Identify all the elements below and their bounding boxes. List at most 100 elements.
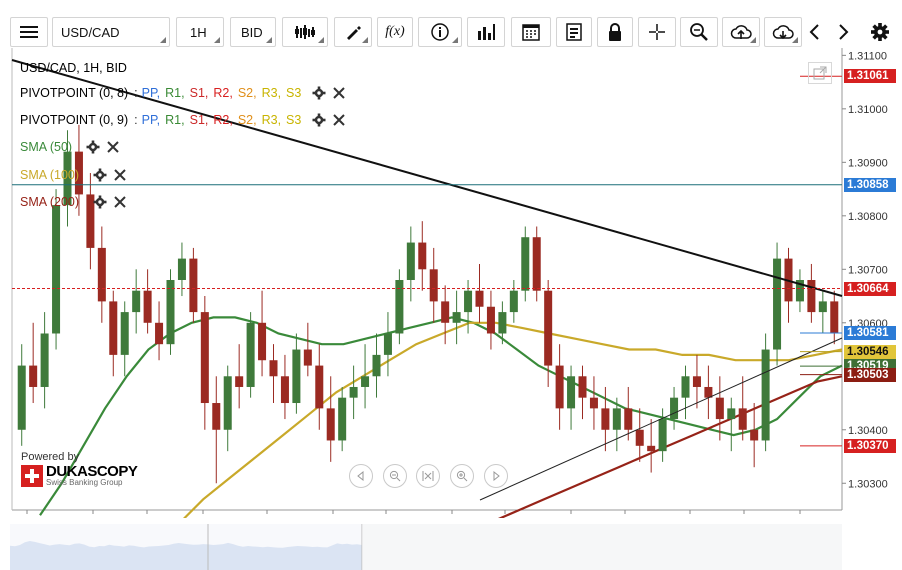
gear-icon[interactable]	[93, 168, 107, 182]
draw-button[interactable]	[334, 17, 372, 47]
settings-button[interactable]	[866, 17, 894, 47]
close-icon[interactable]	[332, 113, 346, 127]
calendar-button[interactable]	[511, 17, 551, 47]
price-chart[interactable]: 1.31100 1.31000 1.30900 1.30800 1.30700 1.306…	[0, 48, 902, 518]
lock-button[interactable]	[597, 17, 633, 47]
candle-body	[52, 205, 61, 334]
sma100-line	[183, 321, 843, 518]
candle-body	[830, 301, 839, 334]
candle	[498, 301, 507, 345]
brand-block: Powered by DUKASCOPY Swiss Banking Group	[21, 451, 138, 487]
upload-button[interactable]	[722, 17, 760, 47]
candle-body	[498, 312, 507, 334]
zoom-out-button[interactable]	[383, 464, 407, 488]
candle-body	[441, 301, 450, 323]
gear-icon[interactable]	[312, 113, 326, 127]
zoom-in-button[interactable]	[450, 464, 474, 488]
candle-body	[280, 376, 289, 404]
candle	[200, 296, 209, 430]
info-button[interactable]	[418, 17, 462, 47]
fullscreen-button[interactable]	[808, 62, 832, 84]
candle	[773, 242, 782, 366]
gear-icon[interactable]	[312, 86, 326, 100]
candle	[120, 301, 129, 377]
close-icon[interactable]	[332, 86, 346, 100]
sma50-label: SMA (50)	[20, 140, 73, 154]
candle	[601, 386, 610, 452]
close-icon[interactable]	[106, 140, 120, 154]
candle	[246, 312, 255, 398]
scroll-left-button[interactable]	[804, 17, 826, 47]
scroll-right-button[interactable]	[832, 17, 854, 47]
candle-body	[567, 376, 576, 409]
volume-button[interactable]	[467, 17, 505, 47]
candle-body	[773, 258, 782, 350]
fit-button[interactable]	[416, 464, 440, 488]
symbol-select[interactable]: USD/CAD	[52, 17, 170, 47]
legend-sma200[interactable]: SMA (200)	[20, 194, 127, 210]
pivot1-s1: S1,	[189, 86, 209, 100]
navigator-strip[interactable]	[0, 520, 902, 570]
candle-body	[235, 376, 244, 387]
legend-pivot-2[interactable]: PIVOTPOINT (0, 9) : PP, R1, S1, R2, S2, …	[20, 112, 346, 128]
candle	[349, 365, 358, 420]
candle	[624, 386, 633, 441]
candle-body	[750, 429, 759, 441]
legend-pivot-1[interactable]: PIVOTPOINT (0, 8) : PP, R1, S1, R2, S2, …	[20, 85, 346, 101]
candle	[29, 322, 38, 404]
chart-area[interactable]: 1.31100 1.31000 1.30900 1.30800 1.30700 1.306…	[0, 48, 902, 518]
candle	[86, 173, 95, 270]
sma200-line	[497, 375, 843, 518]
candle-body	[303, 349, 312, 366]
zoom-icon	[690, 23, 708, 41]
candle	[109, 290, 118, 377]
candle	[418, 221, 427, 291]
grid	[11, 48, 843, 511]
candle	[578, 365, 587, 420]
resistance-trendline[interactable]	[11, 59, 843, 297]
menu-button[interactable]	[10, 17, 48, 47]
gear-icon[interactable]	[86, 140, 100, 154]
candle-body	[109, 301, 118, 355]
support-trendline[interactable]	[479, 337, 843, 501]
crosshair-button[interactable]	[638, 17, 676, 47]
candle	[658, 408, 667, 462]
candle	[395, 269, 404, 345]
candle-body	[521, 237, 530, 291]
close-icon[interactable]	[113, 168, 127, 182]
legend-sma50[interactable]: SMA (50)	[20, 139, 120, 155]
trendlines[interactable]	[11, 59, 843, 501]
candle	[303, 322, 312, 377]
report-button[interactable]	[556, 17, 592, 47]
x-tick-label: 14	[326, 516, 340, 518]
legend-sma100[interactable]: SMA (100)	[20, 167, 127, 183]
nav-forward-button[interactable]	[484, 464, 508, 488]
candle-body	[372, 354, 381, 377]
pivot1-s3: S3	[286, 86, 302, 100]
candle	[63, 130, 72, 227]
y-tick-label: 1.30800	[848, 211, 888, 223]
candle	[704, 365, 713, 420]
candle-body	[692, 376, 701, 387]
price-axis[interactable]: 1.311001.310001.309001.308001.307001.306…	[842, 50, 888, 490]
time-axis[interactable]: 12:001012:001112:001412:001512:001612:00…	[13, 510, 896, 518]
candle-body	[97, 247, 106, 302]
gear-icon[interactable]	[93, 195, 107, 209]
indicators-button[interactable]: f(x)	[377, 17, 413, 47]
download-button[interactable]	[764, 17, 802, 47]
side-select[interactable]: BID	[230, 17, 276, 47]
cloud-download-icon	[772, 25, 794, 40]
timeframe-select[interactable]: 1H	[176, 17, 224, 47]
close-icon[interactable]	[113, 195, 127, 209]
zoom-button[interactable]	[680, 17, 718, 47]
dropdown-corner-icon	[362, 37, 368, 43]
nav-back-button[interactable]	[349, 464, 373, 488]
candle-body	[464, 290, 473, 313]
chart-type-button[interactable]	[282, 17, 328, 47]
candle	[258, 290, 267, 377]
candle	[807, 263, 816, 323]
candle	[589, 376, 598, 430]
pivot1-sep: :	[134, 86, 138, 100]
legend-header: USD/CAD, 1H, BID	[20, 61, 127, 75]
